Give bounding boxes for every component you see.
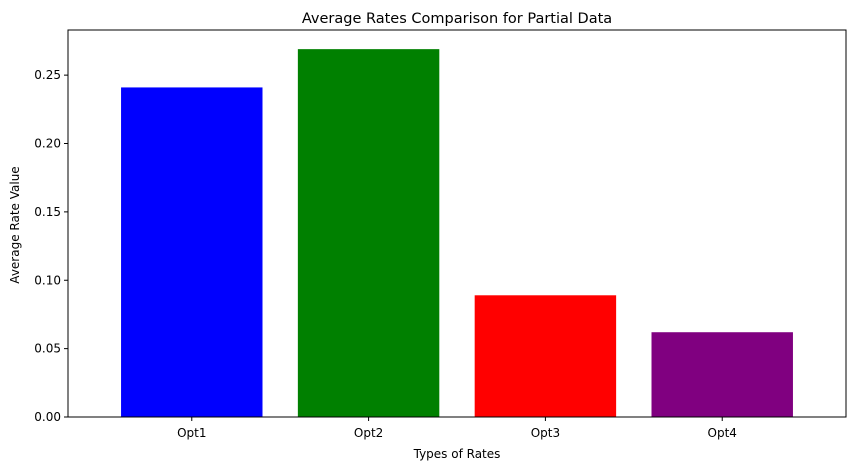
y-tick-label: 0.20 (34, 137, 61, 151)
x-tick-label: Opt3 (531, 426, 560, 440)
y-tick-label: 0.10 (34, 273, 61, 287)
bar-opt4 (651, 332, 793, 417)
y-tick-label: 0.25 (34, 68, 61, 82)
bar-opt3 (474, 295, 617, 417)
plot-frame (67, 29, 847, 418)
y-tick-label: 0.05 (34, 342, 61, 356)
y-axis-label: Average Rate Value (8, 166, 22, 283)
x-tick-label: Opt4 (708, 426, 737, 440)
y-tick-label: 0.00 (34, 410, 61, 424)
x-tick-label: Opt2 (354, 426, 383, 440)
x-axis-label: Types of Rates (413, 447, 501, 461)
bar-opt1 (121, 87, 263, 418)
bar-opt2 (297, 49, 440, 417)
y-tick-label: 0.15 (34, 205, 61, 219)
x-tick-label: Opt1 (177, 426, 206, 440)
chart-title: Average Rates Comparison for Partial Dat… (302, 11, 612, 27)
